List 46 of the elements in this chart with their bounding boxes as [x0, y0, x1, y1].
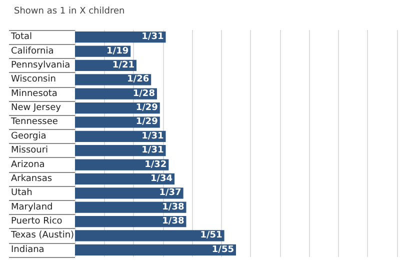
bar [75, 159, 169, 170]
data-label: 1/55 [212, 244, 234, 255]
y-tick-label: Indiana [11, 244, 44, 255]
data-label: 1/34 [150, 174, 173, 184]
y-tick-label: Puerto Rico [11, 216, 63, 227]
data-label: 1/37 [159, 188, 182, 198]
bar [75, 130, 166, 142]
y-tick-label: Minnesota [11, 88, 58, 99]
bar [75, 202, 186, 213]
bar [75, 116, 160, 128]
y-tick-label: Pennsylvania [11, 60, 70, 70]
data-label: 1/26 [127, 74, 150, 85]
data-label: 1/31 [142, 131, 164, 142]
y-tick-label: Arkansas [11, 174, 52, 184]
bar [75, 216, 186, 228]
y-tick-label: Missouri [11, 146, 48, 156]
bar [75, 145, 166, 156]
data-label: 1/29 [136, 103, 158, 114]
y-tick-label: Georgia [11, 131, 46, 142]
bar [75, 32, 166, 43]
bar [75, 244, 236, 256]
data-label: 1/31 [142, 32, 164, 42]
y-tick-label: Total [10, 32, 32, 42]
bar [75, 230, 224, 242]
bar [75, 46, 131, 57]
bar [75, 173, 175, 184]
data-label: 1/38 [162, 216, 184, 227]
data-label: 1/19 [106, 46, 129, 56]
data-label: 1/28 [132, 88, 155, 99]
data-label: 1/38 [162, 202, 184, 212]
data-label: 1/51 [200, 230, 222, 241]
y-tick-label: Tennessee [10, 117, 58, 128]
y-tick-label: California [11, 46, 54, 56]
y-tick-label: Wisconsin [11, 74, 56, 85]
y-tick-label: Texas (Austin) [10, 230, 74, 241]
y-tick-label: Utah [11, 188, 32, 198]
y-tick-label: Arizona [11, 160, 45, 170]
data-label: 1/32 [144, 160, 167, 170]
bar [75, 102, 160, 114]
y-tick-label: New Jersey [11, 103, 62, 114]
data-label: 1/29 [136, 117, 158, 128]
data-label: 1/31 [142, 146, 164, 156]
data-label: 1/21 [112, 60, 134, 70]
bar [75, 188, 184, 199]
y-tick-label: Maryland [11, 202, 53, 212]
chart-subtitle: Shown as 1 in X children [14, 6, 125, 16]
